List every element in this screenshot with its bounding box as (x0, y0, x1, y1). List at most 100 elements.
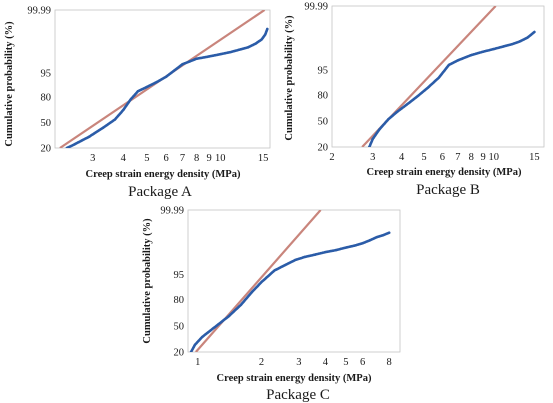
data-point (207, 55, 211, 58)
chart-package-c: 20 50 80 95 99.99 1 2 3 4 5 6 8 Cumulative probabi… (142, 206, 401, 403)
data-point (447, 63, 451, 67)
x-tick-label: 3 (90, 153, 95, 164)
fit-line (195, 210, 322, 352)
data-point (371, 137, 374, 141)
data-point (260, 38, 263, 41)
x-axis-label-a: Creep strain energy density (MPa) (86, 169, 241, 180)
data-point (437, 76, 441, 79)
data-point (387, 231, 391, 234)
x-tick-label: 8 (387, 357, 392, 368)
y-tick-label: 20 (174, 348, 185, 359)
x-tick-label: 9 (480, 152, 485, 163)
y-tick-label: 20 (318, 143, 329, 154)
data-point (129, 97, 133, 101)
data-point (416, 94, 420, 98)
x-tick-label: 2 (259, 357, 264, 368)
y-tick-label: 95 (174, 270, 185, 281)
x-tick-label: 4 (399, 152, 405, 163)
data-series-line (189, 231, 391, 352)
x-tick-label: 5 (343, 357, 348, 368)
data-point (239, 303, 243, 306)
data-point (113, 118, 117, 121)
plot-frame-b (331, 5, 545, 148)
x-tick-label: 5 (144, 153, 149, 164)
y-tick-label: 50 (41, 118, 52, 129)
data-point (395, 111, 398, 114)
data-point (284, 263, 287, 266)
x-tick-label: 10 (215, 153, 226, 164)
data-point (254, 42, 258, 45)
data-point (368, 239, 372, 242)
y-tick-labels-a: 20 50 80 95 99.99 (27, 6, 51, 155)
data-point (361, 242, 364, 245)
data-point (227, 315, 230, 318)
x-tick-label: 1 (195, 357, 200, 368)
y-tick-label: 20 (41, 144, 52, 155)
data-series-line (368, 30, 536, 147)
data-series-line (65, 27, 269, 148)
data-point (164, 75, 168, 78)
x-tick-label: 4 (323, 357, 329, 368)
data-point (219, 53, 222, 56)
x-tick-label: 3 (296, 357, 301, 368)
y-axis-label-c: Cumulative probability (%) (142, 218, 153, 344)
data-point (426, 86, 430, 89)
chart-package-b: 20 50 80 95 99.99 2 3 4 5 6 7 8 9 10 15 Cumulative pr… (284, 2, 545, 198)
plot-content-a (59, 10, 269, 148)
x-tick-labels-a: 3 4 5 6 7 8 9 10 15 (90, 153, 268, 164)
y-tick-labels-c: 20 50 80 95 99.99 (160, 206, 184, 359)
data-point (136, 89, 140, 93)
data-point (87, 135, 91, 138)
plot-frame-a (54, 9, 271, 149)
y-tick-label: 95 (318, 66, 329, 77)
data-point (65, 146, 69, 148)
x-axis-label-c: Creep strain energy density (MPa) (217, 373, 372, 384)
y-tick-label: 95 (41, 68, 52, 79)
data-point (470, 53, 473, 57)
x-tick-label: 6 (360, 357, 365, 368)
y-tick-label: 50 (174, 321, 185, 332)
x-tick-label: 5 (421, 152, 426, 163)
data-point (405, 103, 408, 106)
data-point (155, 80, 159, 84)
x-tick-label: 15 (529, 152, 540, 163)
x-tick-label: 6 (164, 153, 169, 164)
y-tick-label: 50 (318, 116, 329, 127)
y-axis-label-b: Cumulative probability (%) (284, 15, 295, 141)
x-axis-label-b: Creep strain energy density (MPa) (367, 167, 522, 178)
data-point (229, 50, 232, 54)
x-tick-label: 6 (440, 152, 445, 163)
x-tick-label: 15 (258, 153, 269, 164)
data-point (518, 40, 522, 43)
data-point (368, 145, 371, 147)
data-point (264, 33, 267, 36)
data-point (378, 128, 381, 131)
caption-package-b: Package B (416, 182, 480, 198)
data-point (533, 30, 536, 34)
x-tick-label: 10 (488, 152, 499, 163)
data-point (510, 42, 514, 46)
data-point (481, 50, 485, 53)
data-point (502, 45, 505, 48)
data-point (353, 244, 356, 247)
y-tick-label: 99.99 (304, 2, 328, 13)
data-point (193, 343, 197, 347)
data-point (260, 280, 263, 284)
data-point (122, 108, 125, 112)
y-tick-label: 80 (41, 93, 52, 104)
plot-content-b (361, 6, 536, 147)
x-tick-label: 8 (194, 153, 199, 164)
caption-package-c: Package C (266, 387, 330, 403)
data-point (324, 250, 327, 254)
data-point (189, 350, 193, 352)
data-point (382, 233, 385, 237)
data-point (145, 85, 149, 89)
data-point (375, 235, 379, 239)
data-point (314, 253, 317, 256)
y-tick-labels-b: 20 50 80 95 99.99 (304, 2, 328, 154)
plot-content-c (189, 210, 391, 352)
chart-package-a: 20 50 80 95 99.99 3 4 5 6 7 8 9 10 15 Cumulative pro… (4, 6, 271, 200)
data-point (200, 335, 204, 339)
x-tick-labels-b: 2 3 4 5 6 7 8 9 10 15 (329, 152, 539, 163)
